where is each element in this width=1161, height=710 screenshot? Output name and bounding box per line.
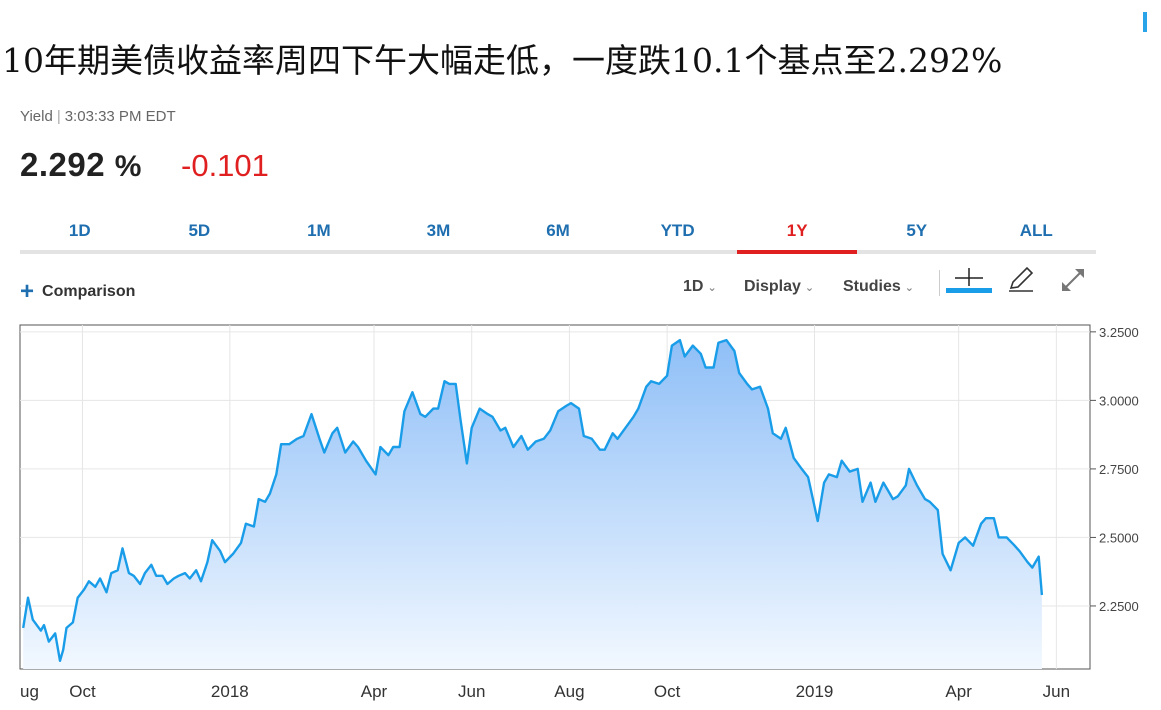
pencil-icon[interactable] — [1005, 264, 1037, 296]
range-tab-1y[interactable]: 1Y — [737, 218, 857, 254]
range-tab-1m[interactable]: 1M — [307, 221, 331, 240]
studies-label: Studies — [843, 278, 901, 295]
x-tick-label: Oct — [69, 682, 96, 701]
y-tick-label: 3.0000 — [1099, 393, 1139, 408]
chevron-down-icon: ⌄ — [707, 282, 717, 294]
range-tab-5y[interactable]: 5Y — [906, 221, 928, 240]
x-tick-label: 2019 — [796, 682, 834, 701]
headline: 10年期美债收益率周四下午大幅走低，一度跌10.1个基点至2.292% — [2, 41, 1003, 80]
display-label: Display — [744, 278, 801, 295]
chart-toolbar: + Comparison 1D ⌄ Display ⌄ Studies ⌄ — [20, 266, 1096, 310]
toolbar-divider — [939, 270, 940, 296]
y-tick-label: 2.2500 — [1099, 599, 1139, 614]
x-tick-label: Apr — [361, 682, 388, 701]
x-tick-label: Aug — [554, 682, 584, 701]
y-tick-label: 2.5000 — [1099, 530, 1139, 545]
price-value: 2.292 — [20, 146, 106, 183]
display-dropdown[interactable]: Display ⌄ — [744, 278, 814, 296]
comparison-label: Comparison — [42, 283, 136, 300]
area-fill — [23, 340, 1042, 669]
series-line — [22, 338, 1044, 662]
y-tick-label: 3.2500 — [1099, 325, 1139, 340]
x-tick-label: Apr — [945, 682, 972, 701]
x-tick-label: Jun — [458, 682, 485, 701]
x-tick-label: ug — [20, 682, 39, 701]
price-unit: % — [114, 150, 142, 183]
yield-change: -0.101 — [181, 148, 269, 183]
quote-meta: Yield | 3:03:33 PM EDT — [20, 108, 176, 125]
x-tick-label: Jun — [1043, 682, 1070, 701]
plus-icon: + — [20, 278, 35, 305]
quote-label: Yield — [20, 108, 53, 125]
range-tab-3m[interactable]: 3M — [426, 221, 451, 240]
range-tab-ytd[interactable]: YTD — [660, 221, 695, 240]
studies-dropdown[interactable]: Studies ⌄ — [843, 278, 914, 296]
crosshair-icon[interactable] — [945, 264, 993, 296]
interval-dropdown[interactable]: 1D ⌄ — [683, 278, 717, 296]
meta-separator: | — [56, 108, 61, 125]
range-tabs: 1D 5D 1M 3M 6M YTD 1Y 5Y ALL — [20, 218, 1096, 254]
interval-label: 1D — [683, 278, 704, 295]
x-tick-label: Oct — [654, 682, 681, 701]
range-tab-6m[interactable]: 6M — [546, 221, 570, 240]
range-tab-all[interactable]: ALL — [1019, 221, 1053, 240]
chevron-down-icon: ⌄ — [804, 282, 815, 294]
range-tab-5d[interactable]: 5D — [188, 221, 211, 240]
corner-accent-mark — [1143, 12, 1147, 32]
range-tab-1d[interactable]: 1D — [68, 221, 91, 240]
comparison-button[interactable]: + Comparison — [20, 278, 135, 306]
yield-price: 2.292 % — [20, 146, 142, 184]
expand-icon[interactable] — [1057, 264, 1089, 296]
x-tick-label: 2018 — [211, 682, 249, 701]
chevron-down-icon: ⌄ — [904, 282, 915, 294]
y-tick-label: 2.7500 — [1099, 462, 1139, 477]
quote-time: 3:03:33 PM EDT — [64, 108, 176, 125]
